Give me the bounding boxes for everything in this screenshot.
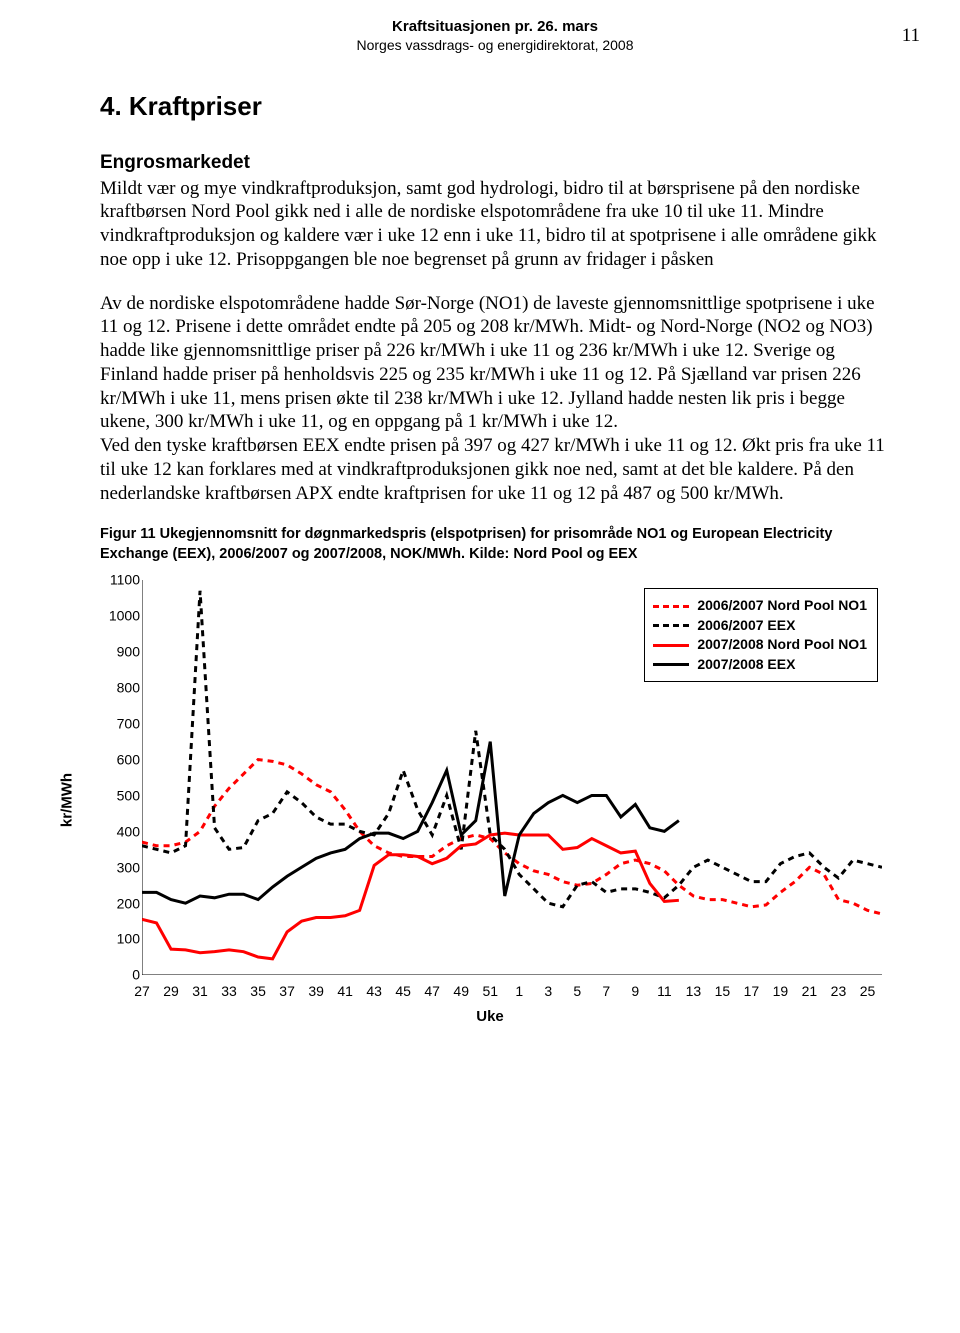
x-tick-label: 47 [424, 983, 440, 1001]
legend-swatch [653, 644, 689, 647]
x-tick-label: 19 [773, 983, 789, 1001]
y-tick-label: 600 [100, 751, 140, 769]
x-tick-label: 25 [860, 983, 876, 1001]
legend-swatch [653, 624, 689, 627]
legend-label: 2006/2007 Nord Pool NO1 [697, 597, 867, 615]
x-tick-label: 21 [802, 983, 818, 1001]
y-tick-label: 800 [100, 679, 140, 697]
x-tick-label: 3 [544, 983, 552, 1001]
y-tick-label: 700 [100, 715, 140, 733]
series-line [142, 760, 882, 914]
y-tick-label: 1000 [100, 608, 140, 626]
y-tick-label: 200 [100, 895, 140, 913]
x-tick-label: 7 [602, 983, 610, 1001]
figure-caption: Figur 11 Ukegjennomsnitt for døgnmarkeds… [100, 525, 890, 564]
x-tick-label: 1 [515, 983, 523, 1001]
y-tick-label: 1100 [100, 572, 140, 590]
y-tick-label: 900 [100, 643, 140, 661]
paragraph-2: Av de nordiske elspotområdene hadde Sør-… [100, 292, 890, 435]
x-tick-label: 45 [395, 983, 411, 1001]
y-tick-label: 500 [100, 787, 140, 805]
x-tick-label: 13 [686, 983, 702, 1001]
section-title: 4. Kraftpriser [100, 90, 890, 123]
y-tick-label: 400 [100, 823, 140, 841]
x-tick-label: 23 [831, 983, 847, 1001]
x-tick-label: 27 [134, 983, 150, 1001]
legend-item: 2006/2007 Nord Pool NO1 [653, 597, 867, 615]
x-tick-label: 15 [715, 983, 731, 1001]
x-tick-label: 51 [482, 983, 498, 1001]
y-tick-label: 0 [100, 967, 140, 985]
x-axis-label: Uke [476, 1008, 504, 1027]
x-tick-label: 17 [744, 983, 760, 1001]
paragraph-3: Ved den tyske kraftbørsen EEX endte pris… [100, 434, 890, 505]
paragraph-1: Mildt vær og mye vindkraftproduksjon, sa… [100, 177, 890, 272]
header-title: Kraftsituasjonen pr. 26. mars [100, 18, 890, 37]
x-tick-label: 39 [308, 983, 324, 1001]
y-tick-label: 300 [100, 859, 140, 877]
chart-plot-area: 2006/2007 Nord Pool NO12006/2007 EEX2007… [142, 580, 882, 975]
price-chart: kr/MWh 010020030040050060070080090010001… [80, 580, 900, 1020]
page-header: Kraftsituasjonen pr. 26. mars Norges vas… [100, 18, 890, 54]
x-tick-label: 29 [163, 983, 179, 1001]
subsection-title: Engrosmarkedet [100, 151, 890, 175]
legend-label: 2006/2007 EEX [697, 617, 795, 635]
x-tick-label: 35 [250, 983, 266, 1001]
legend-item: 2007/2008 EEX [653, 656, 867, 674]
x-tick-label: 49 [453, 983, 469, 1001]
x-tick-label: 37 [279, 983, 295, 1001]
x-tick-label: 31 [192, 983, 208, 1001]
x-tick-label: 11 [657, 983, 672, 1001]
x-tick-label: 41 [337, 983, 353, 1001]
chart-legend: 2006/2007 Nord Pool NO12006/2007 EEX2007… [644, 588, 878, 682]
x-tick-label: 43 [366, 983, 382, 1001]
legend-swatch [653, 605, 689, 608]
x-tick-label: 5 [573, 983, 581, 1001]
legend-label: 2007/2008 Nord Pool NO1 [697, 636, 867, 654]
page-number: 11 [902, 24, 920, 48]
legend-item: 2007/2008 Nord Pool NO1 [653, 636, 867, 654]
legend-swatch [653, 663, 689, 666]
x-tick-label: 9 [631, 983, 639, 1001]
legend-label: 2007/2008 EEX [697, 656, 795, 674]
legend-item: 2006/2007 EEX [653, 617, 867, 635]
y-axis-label: kr/MWh [59, 773, 78, 827]
x-tick-label: 33 [221, 983, 237, 1001]
header-subtitle: Norges vassdrags- og energidirektorat, 2… [100, 37, 890, 55]
y-tick-label: 100 [100, 931, 140, 949]
